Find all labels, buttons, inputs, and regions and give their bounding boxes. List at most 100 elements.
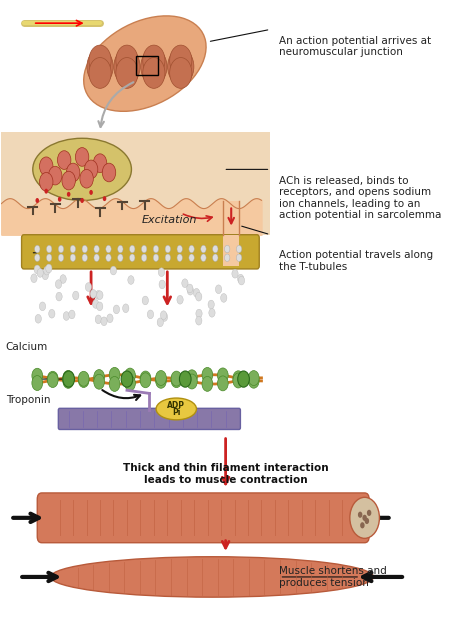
Text: ADP: ADP <box>167 401 185 411</box>
Circle shape <box>237 254 242 261</box>
Circle shape <box>193 289 200 297</box>
Circle shape <box>32 376 43 391</box>
Circle shape <box>97 291 103 299</box>
Circle shape <box>170 45 192 76</box>
Circle shape <box>142 296 148 305</box>
Circle shape <box>202 368 213 382</box>
Circle shape <box>56 292 62 301</box>
Circle shape <box>180 371 191 387</box>
Ellipse shape <box>84 16 206 111</box>
FancyBboxPatch shape <box>37 493 369 542</box>
Circle shape <box>215 285 222 294</box>
Circle shape <box>161 312 168 321</box>
Circle shape <box>63 371 74 387</box>
Circle shape <box>62 171 75 190</box>
Circle shape <box>248 371 259 386</box>
Circle shape <box>106 254 111 261</box>
Circle shape <box>73 291 79 300</box>
Circle shape <box>153 245 159 252</box>
Circle shape <box>58 197 62 202</box>
Circle shape <box>358 512 363 518</box>
Circle shape <box>46 245 52 252</box>
Circle shape <box>47 371 58 386</box>
Circle shape <box>143 45 165 76</box>
Circle shape <box>182 279 188 288</box>
Circle shape <box>140 372 151 388</box>
Circle shape <box>237 245 242 252</box>
Circle shape <box>360 522 365 528</box>
Circle shape <box>125 376 136 391</box>
Circle shape <box>218 368 228 383</box>
Circle shape <box>89 58 111 88</box>
Circle shape <box>109 368 120 382</box>
Circle shape <box>157 318 164 327</box>
FancyBboxPatch shape <box>22 235 259 269</box>
Circle shape <box>84 160 98 179</box>
Circle shape <box>209 308 215 317</box>
Circle shape <box>177 254 182 261</box>
Circle shape <box>129 254 135 261</box>
Circle shape <box>114 49 140 85</box>
Circle shape <box>363 515 367 521</box>
Circle shape <box>35 245 40 252</box>
Circle shape <box>97 302 103 311</box>
Circle shape <box>196 316 202 325</box>
Circle shape <box>80 169 93 188</box>
Circle shape <box>125 368 136 383</box>
Circle shape <box>220 294 227 302</box>
Circle shape <box>37 269 43 278</box>
Circle shape <box>233 373 244 388</box>
Text: Action potential travels along
the T-tubules: Action potential travels along the T-tub… <box>279 250 434 272</box>
Circle shape <box>94 245 100 252</box>
Circle shape <box>92 299 99 308</box>
Circle shape <box>58 254 64 261</box>
Circle shape <box>101 317 107 326</box>
Circle shape <box>225 254 230 261</box>
Ellipse shape <box>156 398 196 420</box>
Circle shape <box>31 274 37 282</box>
Circle shape <box>93 154 107 173</box>
Circle shape <box>165 254 171 261</box>
Circle shape <box>103 196 106 201</box>
Circle shape <box>238 371 249 387</box>
Circle shape <box>55 280 62 289</box>
Text: Thick and thin filament interaction
leads to muscle contraction: Thick and thin filament interaction lead… <box>123 463 328 484</box>
Ellipse shape <box>33 138 131 201</box>
Circle shape <box>141 245 147 252</box>
Circle shape <box>232 269 238 278</box>
Circle shape <box>367 510 371 516</box>
Circle shape <box>42 271 48 280</box>
Bar <box>136 56 158 75</box>
Text: Muscle shortens and
produces tension: Muscle shortens and produces tension <box>279 566 387 588</box>
Circle shape <box>196 292 202 301</box>
Circle shape <box>36 198 39 203</box>
Circle shape <box>75 148 89 166</box>
Circle shape <box>202 376 213 391</box>
Ellipse shape <box>51 557 374 597</box>
Circle shape <box>153 254 159 261</box>
Circle shape <box>155 371 166 386</box>
Text: Excitation: Excitation <box>142 216 197 226</box>
Circle shape <box>67 192 71 197</box>
FancyBboxPatch shape <box>1 132 271 235</box>
Circle shape <box>201 245 206 252</box>
Circle shape <box>82 245 87 252</box>
Circle shape <box>94 254 100 261</box>
Circle shape <box>47 372 58 388</box>
Circle shape <box>186 370 197 385</box>
Circle shape <box>123 304 129 312</box>
Circle shape <box>141 254 147 261</box>
Circle shape <box>39 302 46 311</box>
Polygon shape <box>223 201 239 235</box>
Circle shape <box>34 265 40 274</box>
Circle shape <box>116 58 138 88</box>
Circle shape <box>44 266 50 275</box>
Circle shape <box>102 163 116 182</box>
Circle shape <box>94 374 104 389</box>
Circle shape <box>39 157 53 176</box>
Circle shape <box>78 371 89 386</box>
Circle shape <box>95 315 101 324</box>
Circle shape <box>158 268 164 276</box>
Text: ACh is released, binds to
receptors, and opens sodium
ion channels, leading to a: ACh is released, binds to receptors, and… <box>279 176 442 221</box>
Circle shape <box>70 245 75 252</box>
